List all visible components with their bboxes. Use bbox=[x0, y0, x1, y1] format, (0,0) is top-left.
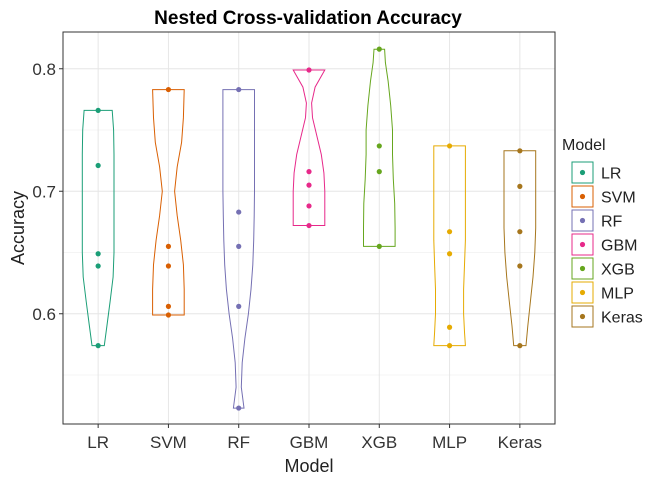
x-tick-label: SVM bbox=[150, 433, 187, 452]
data-point-rf bbox=[236, 303, 242, 309]
data-point-lr bbox=[95, 343, 101, 349]
x-tick-label: XGB bbox=[361, 433, 397, 452]
legend-point-rf bbox=[579, 217, 586, 224]
legend-point-lr bbox=[579, 169, 586, 176]
data-point-svm bbox=[165, 312, 172, 318]
data-point-gbm bbox=[306, 67, 312, 73]
legend-label-lr: LR bbox=[601, 166, 621, 183]
data-point-xgb bbox=[376, 143, 382, 149]
y-tick-label: 0.6 bbox=[32, 305, 56, 324]
x-tick-label: MLP bbox=[432, 433, 467, 452]
y-axis-ticks: 0.6 0.7 0.8 bbox=[32, 60, 63, 324]
data-point-rf bbox=[236, 209, 242, 215]
violin-svm bbox=[152, 89, 185, 316]
data-point-xgb bbox=[376, 169, 382, 175]
data-point-gbm bbox=[306, 169, 312, 175]
legend-point-keras bbox=[579, 313, 586, 320]
data-point-keras bbox=[517, 229, 523, 235]
data-point-mlp bbox=[446, 324, 453, 330]
legend-label-rf: RF bbox=[601, 214, 623, 231]
legend-point-mlp bbox=[579, 289, 586, 296]
data-point-keras bbox=[517, 183, 523, 189]
data-point-rf bbox=[236, 243, 242, 249]
violin-xgb bbox=[363, 48, 396, 247]
data-point-svm bbox=[165, 263, 172, 269]
violin-gbm bbox=[292, 69, 326, 226]
x-tick-label: RF bbox=[227, 433, 250, 452]
data-point-rf bbox=[236, 405, 242, 411]
data-point-mlp bbox=[446, 229, 453, 235]
chart-title: Nested Cross-validation Accuracy bbox=[154, 8, 462, 29]
data-point-mlp bbox=[446, 143, 453, 149]
legend: LR SVM RF GBM XGB MLP Keras bbox=[571, 161, 643, 328]
data-point-gbm bbox=[306, 203, 312, 209]
y-tick-label: 0.7 bbox=[32, 182, 56, 201]
x-tick-label: GBM bbox=[290, 433, 329, 452]
legend-point-gbm bbox=[579, 241, 586, 248]
x-axis-ticks: LR SVM RF GBM XGB MLP Keras bbox=[87, 424, 542, 452]
legend-point-xgb bbox=[579, 265, 586, 272]
data-point-lr bbox=[95, 162, 101, 169]
legend-label-keras: Keras bbox=[601, 310, 643, 327]
data-point-svm bbox=[165, 303, 172, 309]
legend-title: Model bbox=[562, 137, 606, 154]
data-point-keras bbox=[517, 263, 523, 269]
legend-label-xgb: XGB bbox=[601, 262, 635, 279]
legend-point-svm bbox=[579, 193, 586, 200]
violin-lr bbox=[81, 109, 115, 347]
x-tick-label: Keras bbox=[498, 433, 542, 452]
violin-mlp bbox=[433, 145, 466, 347]
data-point-mlp bbox=[446, 251, 453, 257]
violin-rf bbox=[222, 89, 255, 409]
y-axis-title: Accuracy bbox=[8, 191, 28, 265]
data-point-gbm bbox=[306, 182, 312, 188]
data-point-svm bbox=[165, 243, 172, 249]
data-point-lr bbox=[95, 263, 101, 269]
legend-label-svm: SVM bbox=[601, 190, 636, 207]
x-tick-label: LR bbox=[87, 433, 109, 452]
data-point-svm bbox=[165, 86, 172, 93]
data-point-mlp bbox=[446, 343, 453, 349]
y-tick-label: 0.8 bbox=[32, 60, 56, 79]
x-axis-title: Model bbox=[284, 456, 333, 476]
data-point-rf bbox=[236, 86, 242, 93]
violin-keras bbox=[503, 150, 537, 347]
violins bbox=[81, 46, 537, 411]
data-point-keras bbox=[517, 148, 523, 154]
legend-label-gbm: GBM bbox=[601, 238, 637, 255]
data-point-gbm bbox=[306, 222, 312, 229]
data-point-lr bbox=[95, 107, 101, 113]
data-point-keras bbox=[517, 343, 523, 349]
data-point-lr bbox=[95, 251, 101, 257]
legend-label-mlp: MLP bbox=[601, 286, 634, 303]
data-point-xgb bbox=[376, 243, 382, 249]
data-point-xgb bbox=[376, 46, 382, 52]
